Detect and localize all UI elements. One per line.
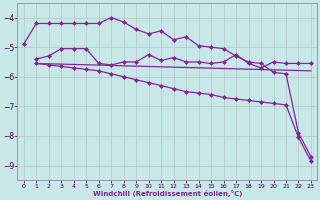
X-axis label: Windchill (Refroidissement éolien,°C): Windchill (Refroidissement éolien,°C) [93,190,242,197]
